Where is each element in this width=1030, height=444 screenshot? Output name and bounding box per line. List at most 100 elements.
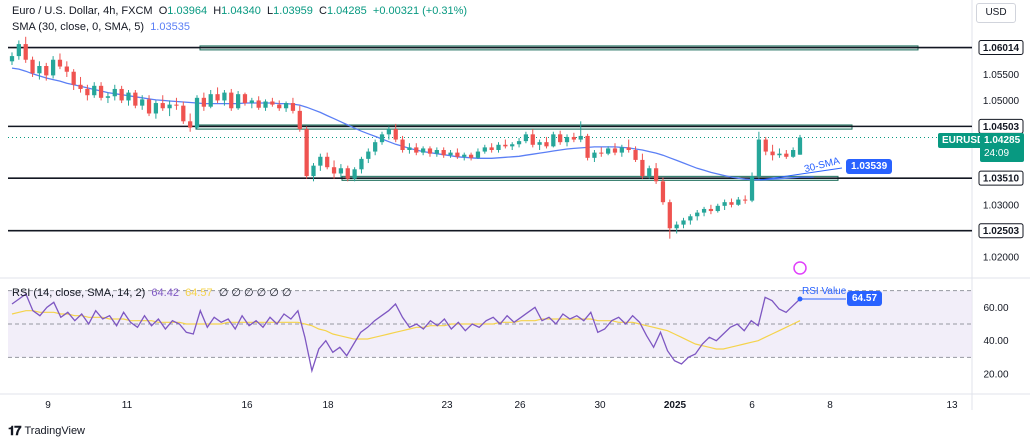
candle-up (153, 100, 159, 119)
candle-body (770, 151, 775, 156)
candle-body (270, 101, 275, 105)
candle-body (722, 202, 727, 206)
candle-up (722, 199, 727, 210)
candle-up (126, 90, 131, 106)
candle-body (277, 104, 282, 109)
candle-up (619, 144, 624, 157)
candle-body (606, 148, 611, 154)
candle-body (558, 134, 563, 143)
candle-body (290, 103, 296, 111)
candle-up (16, 40, 21, 60)
sma-line (11, 67, 814, 181)
candle-body (16, 44, 21, 57)
candle-down (743, 195, 748, 204)
candle-body (23, 44, 28, 60)
candle-down (633, 146, 638, 162)
candle-body (263, 101, 268, 108)
candle-down (489, 143, 494, 153)
rsi-ma-value: 64.57 (185, 287, 213, 299)
candle-down (85, 84, 90, 101)
price-axis-label: 1.02503 (983, 226, 1020, 237)
change-value: +0.00321 (+0.31%) (372, 5, 468, 17)
candle-body (160, 103, 165, 109)
candle-down (468, 152, 474, 161)
rsi-value: 64.42 (151, 287, 179, 299)
candle-body (325, 156, 330, 168)
candle-up (777, 148, 782, 158)
candle-up (318, 153, 323, 171)
time-axis-label: 13 (946, 400, 958, 411)
candle-up (701, 206, 707, 217)
candle-body (318, 156, 323, 166)
candle-up (112, 84, 117, 101)
candle-body (133, 92, 138, 106)
candle-up (462, 152, 467, 161)
candle-body (797, 137, 803, 155)
candle-body (242, 94, 248, 104)
candle-up (523, 131, 529, 144)
candle-up (674, 221, 679, 234)
candle-body (619, 147, 624, 153)
candle-up (235, 91, 241, 110)
candle-body (530, 134, 535, 145)
candle-up (715, 203, 720, 213)
candle-up (366, 148, 371, 164)
candle-body (510, 144, 515, 147)
candle-body (393, 129, 398, 140)
candle-body (455, 152, 460, 157)
countdown-value: 24:09 (984, 148, 1010, 159)
low-value: 1.03959 (273, 5, 313, 17)
candle-body (311, 165, 316, 177)
price-axis-label: 1.03510 (983, 174, 1020, 185)
candle-up (688, 214, 693, 225)
candle-up (92, 82, 97, 98)
candle-body (338, 168, 344, 174)
sma-legend: SMA (30, close, 0, SMA, 5) 1.03535 (12, 21, 190, 33)
candle-body (695, 212, 700, 217)
candle-up (537, 139, 542, 150)
currency-button[interactable]: USD (976, 3, 1016, 23)
symbol-price-tag: EURUSD (938, 133, 989, 148)
candle-body (749, 176, 755, 201)
candle-down (242, 92, 248, 106)
rsi-axis-label: 20.00 (983, 370, 1008, 381)
candle-body (174, 104, 179, 106)
candle-down (229, 88, 234, 111)
candle-body (468, 154, 474, 158)
candle-body (708, 208, 714, 212)
candle-body (30, 59, 35, 74)
candle-body (475, 151, 481, 158)
candle-down (729, 198, 734, 208)
open-value: 1.03964 (167, 5, 208, 17)
candle-body (92, 85, 97, 96)
candle-down (23, 36, 28, 63)
candle-down (400, 135, 405, 153)
candle-up (516, 138, 522, 148)
candle-body (756, 139, 762, 177)
candle-body (112, 88, 117, 97)
candle-down (133, 90, 138, 109)
candle-up (482, 144, 487, 154)
candle-body (304, 129, 309, 177)
time-axis-label: 30 (594, 400, 606, 411)
price-level-tag (978, 170, 1024, 186)
candle-down (503, 139, 508, 149)
candle-down (612, 143, 618, 156)
footer: 𝟏𝟕 TradingView (8, 423, 85, 439)
candle-down (345, 165, 350, 182)
candle-body (126, 92, 131, 101)
candle-up (797, 134, 803, 155)
time-axis-label: 8 (827, 400, 833, 411)
candle-up (386, 126, 391, 140)
price-level-tag (978, 40, 1024, 56)
candle-up (749, 172, 755, 203)
candle-down (393, 123, 398, 143)
candle-down (256, 96, 261, 110)
candle-body (249, 100, 254, 104)
candle-body (448, 152, 453, 156)
rsi-ma-line (11, 310, 801, 350)
candle-down (297, 105, 302, 132)
candle-down (215, 87, 220, 104)
candle-body (78, 84, 83, 89)
